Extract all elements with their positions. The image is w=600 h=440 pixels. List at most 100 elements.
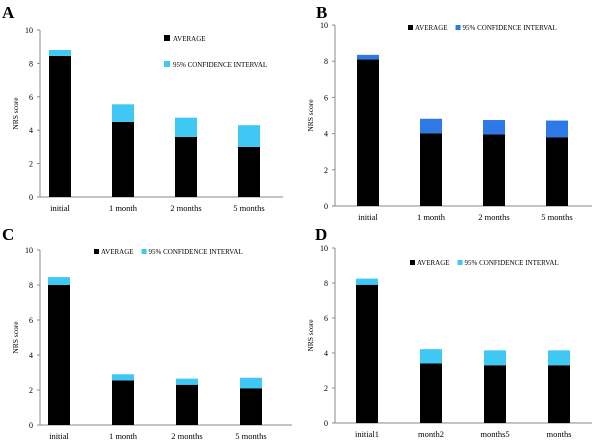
legend: AVERAGE 95% CONFIDENCE INTERVAL (94, 248, 243, 256)
legend-label: 95% CONFIDENCE INTERVAL (173, 61, 267, 69)
y-tick-label: 0 (29, 421, 33, 430)
y-axis-label: NRS score (11, 97, 20, 130)
y-tick-label: 10 (25, 246, 33, 255)
y-axis-label: NRS score (306, 319, 315, 352)
bar-confidence-interval-4 (238, 125, 260, 147)
bar-average-1 (356, 284, 378, 423)
bar-average-2 (420, 363, 442, 423)
x-category-label: months (546, 429, 571, 439)
y-tick-label: 4 (324, 130, 328, 139)
y-tick-label: 6 (324, 93, 328, 102)
bar-average-4 (548, 365, 570, 423)
legend-label: AVERAGE (101, 248, 134, 256)
bar-average-2 (420, 133, 442, 206)
bar-confidence-interval-3 (484, 350, 506, 366)
bar-confidence-interval-2 (112, 374, 134, 381)
bar-confidence-interval-3 (175, 117, 197, 137)
y-tick-label: 0 (324, 202, 328, 211)
chart-panel-d: D 0 2 4 6 8 10 NRS score initial1 month2 months5 mo… (306, 225, 592, 439)
legend-swatch (410, 260, 415, 265)
bar-confidence-interval-3 (176, 378, 198, 385)
y-tick-label: 8 (324, 279, 328, 288)
y-axis-label: NRS score (11, 321, 20, 354)
bar-average-3 (483, 134, 505, 206)
y-tick-label: 4 (324, 349, 328, 358)
x-category-label: initial (49, 431, 69, 440)
y-tick-label: 10 (25, 26, 33, 35)
bar-confidence-interval-2 (112, 104, 134, 122)
bar-confidence-interval-3 (483, 120, 505, 135)
x-category-label: 1 month (417, 212, 446, 222)
legend-swatch (164, 61, 170, 67)
x-category-label: months5 (480, 429, 509, 439)
y-tick-label: 6 (29, 316, 33, 325)
legend-swatch (94, 249, 99, 254)
y-tick-label: 10 (320, 21, 328, 30)
y-tick-label: 2 (324, 384, 328, 393)
y-tick-label: 0 (324, 419, 328, 428)
legend: AVERAGE 95% CONFIDENCE INTERVAL (410, 259, 559, 267)
y-tick-label: 2 (324, 166, 328, 175)
bar-average-2 (112, 380, 134, 425)
bar-confidence-interval-4 (546, 120, 568, 138)
x-category-label: 5 months (541, 212, 572, 222)
y-tick-label: 8 (324, 57, 328, 66)
legend-label: AVERAGE (417, 259, 450, 267)
bar-average-3 (176, 384, 198, 425)
chart-panel-c: C 0 2 4 6 8 10 NRS score initial 1 month 2 months 5… (2, 225, 292, 440)
bar-confidence-interval-4 (548, 350, 570, 366)
legend-swatch (141, 249, 147, 254)
x-category-label: 2 months (171, 431, 202, 440)
x-category-label: initial1 (355, 429, 379, 439)
panel-letter: A (2, 3, 15, 22)
x-category-label: 5 months (235, 431, 266, 440)
bar-confidence-interval-2 (420, 118, 442, 134)
chart-panel-b: B 0 2 4 6 8 10 NRS score initial 1 month 2 months 5… (306, 3, 592, 222)
y-tick-label: 4 (29, 126, 33, 135)
bar-confidence-interval-1 (357, 54, 379, 60)
x-category-label: initial (358, 212, 378, 222)
legend-label: 95% CONFIDENCE INTERVAL (463, 24, 557, 32)
legend-label: AVERAGE (173, 35, 206, 43)
y-tick-label: 8 (29, 281, 33, 290)
x-category-label: initial (50, 203, 70, 213)
legend-label: 95% CONFIDENCE INTERVAL (465, 259, 559, 267)
y-tick-label: 6 (324, 314, 328, 323)
legend: AVERAGE 95% CONFIDENCE INTERVAL (164, 35, 267, 69)
x-category-label: 2 months (478, 212, 509, 222)
panel-letter: D (315, 225, 327, 244)
bar-confidence-interval-1 (356, 278, 378, 285)
bar-average-1 (49, 55, 71, 198)
x-category-label: 1 month (109, 203, 138, 213)
x-category-label: month2 (418, 429, 444, 439)
chart-panel-a: A 0 2 4 6 8 10 NRS score initial 1 month 2 months 5… (2, 3, 283, 213)
legend: AVERAGE 95% CONFIDENCE INTERVAL (408, 24, 557, 32)
bar-confidence-interval-2 (420, 349, 442, 364)
bar-average-3 (484, 365, 506, 423)
legend-swatch (457, 260, 463, 265)
panel-letter: C (2, 225, 14, 244)
legend-swatch (408, 25, 413, 30)
bar-average-4 (546, 137, 568, 206)
y-tick-label: 8 (29, 59, 33, 68)
bar-average-3 (175, 136, 197, 197)
bar-confidence-interval-1 (48, 277, 70, 285)
y-tick-label: 2 (29, 160, 33, 169)
legend-label: 95% CONFIDENCE INTERVAL (149, 248, 243, 256)
x-category-label: 2 months (170, 203, 201, 213)
y-tick-label: 2 (29, 386, 33, 395)
legend-label: AVERAGE (415, 24, 448, 32)
bar-confidence-interval-1 (49, 50, 71, 56)
y-axis-label: NRS score (306, 99, 315, 132)
legend-swatch (164, 35, 170, 41)
y-tick-label: 4 (29, 351, 33, 360)
panel-letter: B (316, 3, 327, 22)
bar-average-1 (48, 285, 70, 425)
y-tick-label: 10 (320, 244, 328, 253)
legend-swatch (455, 25, 461, 30)
x-category-label: 1 month (109, 431, 138, 440)
bar-average-4 (240, 388, 262, 425)
bar-confidence-interval-4 (240, 377, 262, 389)
y-tick-label: 6 (29, 93, 33, 102)
